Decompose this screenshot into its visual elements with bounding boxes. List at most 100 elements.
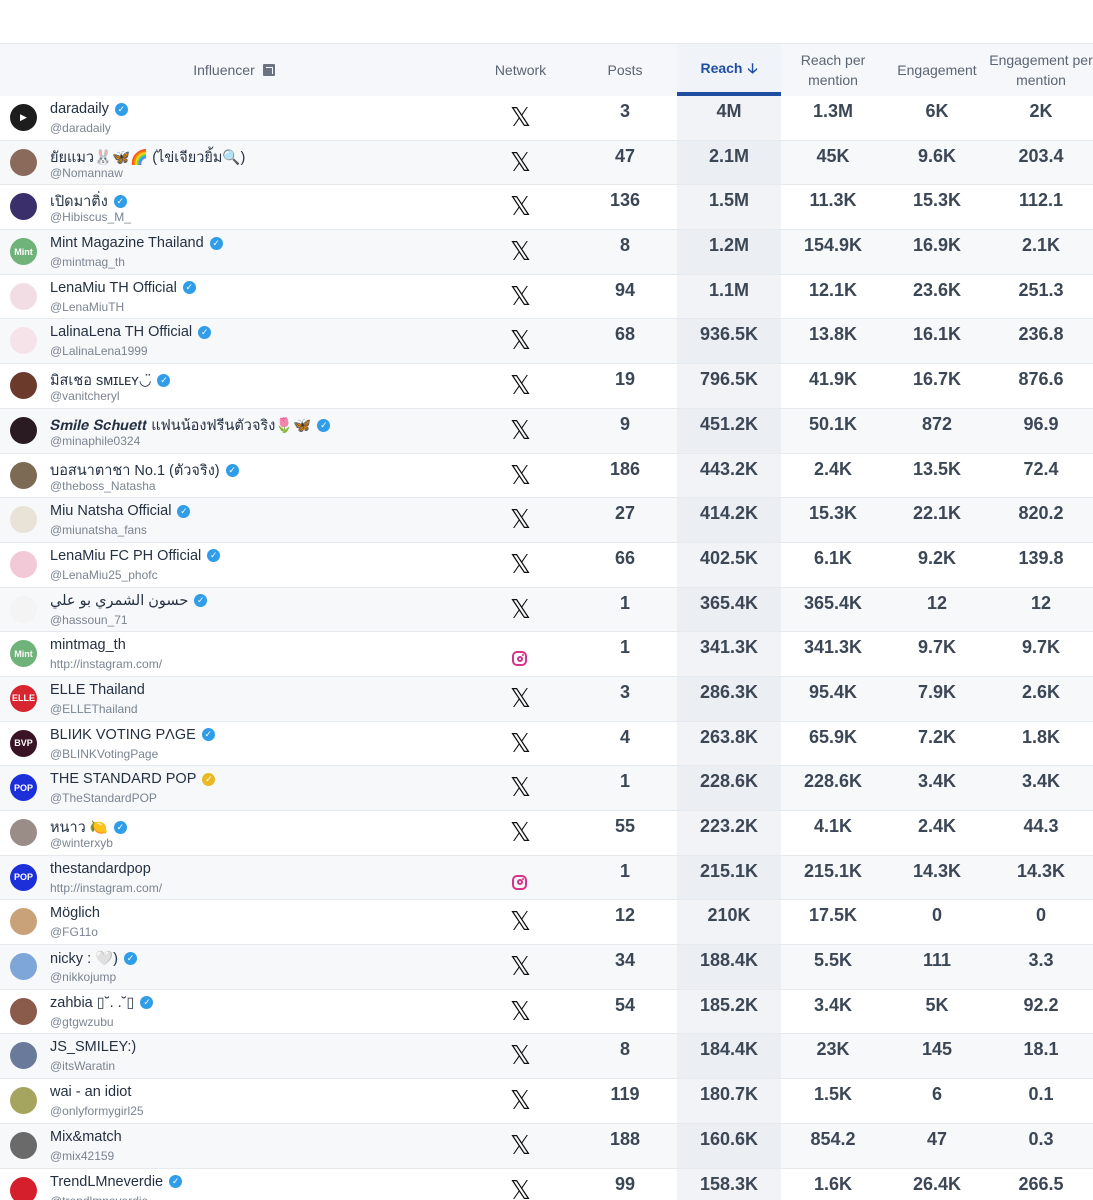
col-reach-per-mention[interactable]: Reach per mention [781,44,885,96]
table-row[interactable]: حسون الشمري بو علي ✓ @hassoun_71 𝕏 1 365.4K 36… [0,587,1093,633]
influencer-handle[interactable]: @BLINKVotingPage [50,746,159,761]
avatar[interactable] [10,416,37,444]
influencer-handle[interactable]: @itsWaratin [50,1059,116,1074]
influencer-cell[interactable]: ELLE ELLE Thailand @ELLEThailand [0,677,468,721]
avatar[interactable] [10,997,37,1025]
influencer-cell[interactable]: JS_SMILEY:) @itsWaratin [0,1034,468,1078]
influencer-cell[interactable]: มิสเชอ sᴍɪʟᴇʏ◡̈ ✓ @vanitcheryl [0,364,468,408]
influencer-handle[interactable]: @LenaMiu25_phofc [50,567,158,582]
influencer-name[interactable]: 𝑺𝒎𝒊𝒍𝒆 𝑺𝒄𝒉𝒖𝒆𝒕𝒕 แฟนน้องฟรีนตัวจริง🌷🦋 ✓ [50,414,331,437]
table-row[interactable]: zahbia ▯˘. .˘▯ ✓ @gtgwzubu 𝕏 54 185.2K 3.4K 5K 9… [0,989,1093,1035]
influencer-handle[interactable]: @mintmag_th [50,255,125,270]
influencer-name[interactable]: ELLE Thailand [50,682,145,698]
influencer-cell[interactable]: zahbia ▯˘. .˘▯ ✓ @gtgwzubu [0,990,468,1034]
influencer-cell[interactable]: 𝑺𝒎𝒊𝒍𝒆 𝑺𝒄𝒉𝒖𝒆𝒕𝒕 แฟนน้องฟรีนตัวจริง🌷🦋 ✓ @mina… [0,409,468,453]
influencer-name[interactable]: มิสเชอ sᴍɪʟᴇʏ◡̈ ✓ [50,369,171,392]
avatar[interactable] [10,372,37,400]
influencer-handle[interactable]: @minaphile0324 [50,433,141,448]
influencer-name[interactable]: daradaily ✓ [50,101,128,117]
influencer-cell[interactable]: หนาว 🍋 ✓ @winterxyb [0,811,468,855]
influencer-handle[interactable]: http://instagram.com/ [50,657,163,672]
influencer-name[interactable]: zahbia ▯˘. .˘▯ ✓ [50,995,154,1011]
influencer-handle[interactable]: @vanitcheryl [50,389,120,404]
influencer-name[interactable]: Mint Magazine Thailand ✓ [50,235,223,251]
influencer-cell[interactable]: wai - an idiot @onlyformygirl25 [0,1079,468,1123]
table-row[interactable]: 𝑺𝒎𝒊𝒍𝒆 𝑺𝒄𝒉𝒖𝒆𝒕𝒕 แฟนน้องฟรีนตัวจริง🌷🦋 ✓ @mina… [0,408,1093,454]
table-row[interactable]: Miu Natsha Official ✓ @miunatsha_fans 𝕏 27 41… [0,498,1093,543]
influencer-handle[interactable]: @nikkojump [50,970,117,985]
table-row[interactable]: Möglich @FG11o 𝕏 12 210K 17.5K 0 0 [0,900,1093,946]
avatar[interactable]: ▶ [10,104,37,131]
influencer-handle[interactable]: @miunatsha_fans [50,523,147,538]
table-row[interactable]: Mix&match @mix42159 𝕏 188 160.6K 854.2 47 0.3 [0,1123,1093,1169]
col-posts[interactable]: Posts [573,44,677,96]
influencer-name[interactable]: Miu Natsha Official ✓ [50,503,191,519]
table-row[interactable]: TrendLMneverdie ✓ @trendlmneverdie 𝕏 99 158.3… [0,1168,1093,1200]
avatar[interactable]: Mint [10,238,37,266]
influencer-handle[interactable]: @LenaMiuTH [50,299,125,314]
influencer-cell[interactable]: nicky : 🤍) ✓ @nikkojump [0,945,468,989]
table-row[interactable]: ยัยแมว🐰🦋🌈 (ไข่เจียวยิ้ม🔍) @Nomannaw 𝕏 47 2.1… [0,140,1093,186]
influencer-handle[interactable]: @theboss_Natasha [50,478,156,493]
table-row[interactable]: Mint Mint Magazine Thailand ✓ @mintmag_th 𝕏 8… [0,230,1093,275]
influencer-name[interactable]: LenaMiu TH Official ✓ [50,280,196,296]
avatar[interactable] [10,506,37,534]
influencer-cell[interactable]: Miu Natsha Official ✓ @miunatsha_fans [0,498,468,542]
influencer-handle[interactable]: @daradaily [50,121,111,135]
influencer-cell[interactable]: Möglich @FG11o [0,900,468,944]
influencer-name[interactable]: Möglich [50,905,100,921]
influencer-cell[interactable]: เปิดมาติ่ง ✓ @Hibiscus_M_ [0,185,468,229]
avatar[interactable] [10,1042,37,1070]
influencer-handle[interactable]: @gtgwzubu [50,1014,114,1029]
avatar[interactable] [10,1176,37,1200]
avatar[interactable] [10,282,37,310]
influencer-name[interactable]: حسون الشمري بو علي ✓ [50,593,208,609]
table-row[interactable]: บอสนาตาชา No.1 (ตัวจริง) ✓ @theboss_Natash… [0,453,1093,499]
external-link-icon[interactable] [262,64,275,76]
influencer-cell[interactable]: POP THE STANDARD POP ✓ @TheStandardPOP [0,766,468,810]
influencer-cell[interactable]: POP thestandardpop http://instagram.com/ [0,856,468,900]
avatar[interactable] [10,193,37,221]
table-row[interactable]: LenaMiu FC PH Official ✓ @LenaMiu25_phofc 𝕏… [0,542,1093,588]
col-network[interactable]: Network [468,44,573,96]
table-row[interactable]: JS_SMILEY:) @itsWaratin 𝕏 8 184.4K 23K 145 18.1 [0,1034,1093,1080]
avatar[interactable] [10,1131,37,1159]
influencer-name[interactable]: wai - an idiot [50,1084,131,1100]
influencer-name[interactable]: thestandardpop [50,861,151,877]
avatar[interactable] [10,550,37,578]
influencer-cell[interactable]: Mix&match @mix42159 [0,1124,468,1168]
influencer-handle[interactable]: @trendlmneverdie [50,1194,148,1200]
influencer-name[interactable]: mintmag_th [50,637,126,653]
influencer-cell[interactable]: ▶ daradaily ✓ @daradaily [0,96,468,140]
influencer-handle[interactable]: @Hibiscus_M_ [50,210,131,225]
influencer-cell[interactable]: Mint Mint Magazine Thailand ✓ @mintmag_th [0,230,468,274]
avatar[interactable] [10,461,37,489]
influencer-handle[interactable]: @hassoun_71 [50,612,128,627]
influencer-name[interactable]: TrendLMneverdie ✓ [50,1174,183,1190]
influencer-cell[interactable]: LenaMiu TH Official ✓ @LenaMiuTH [0,275,468,319]
influencer-name[interactable]: หนาว 🍋 ✓ [50,816,127,839]
influencer-name[interactable]: ยัยแมว🐰🦋🌈 (ไข่เจียวยิ้ม🔍) [50,146,245,169]
influencer-handle[interactable]: @winterxyb [50,836,113,850]
avatar[interactable] [10,953,37,981]
table-row[interactable]: มิสเชอ sᴍɪʟᴇʏ◡̈ ✓ @vanitcheryl 𝕏 19 796.5K 41.… [0,364,1093,409]
avatar[interactable]: POP [10,774,37,802]
avatar[interactable]: POP [10,863,37,891]
influencer-cell[interactable]: حسون الشمري بو علي ✓ @hassoun_71 [0,588,468,632]
col-reach[interactable]: Reach 🡣 [677,44,781,96]
influencer-name[interactable]: Mix&match [50,1129,122,1145]
table-row[interactable]: LalinaLena TH Official ✓ @LalinaLena1999 𝕏 6… [0,319,1093,365]
table-row[interactable]: nicky : 🤍) ✓ @nikkojump 𝕏 34 188.4K 5.5K 111 3.3 [0,945,1093,990]
influencer-cell[interactable]: Mint mintmag_th http://instagram.com/ [0,632,468,676]
table-row[interactable]: Mint mintmag_th http://instagram.com/1 341.… [0,632,1093,677]
influencer-handle[interactable]: @LalinaLena1999 [50,344,148,359]
avatar[interactable] [10,1087,37,1115]
col-engagement[interactable]: Engagement [885,44,989,96]
table-row[interactable]: POP thestandardpop http://instagram.com/1 2… [0,855,1093,901]
influencer-handle[interactable]: @FG11o [50,925,98,940]
influencer-name[interactable]: THE STANDARD POP ✓ [50,771,216,787]
influencer-name[interactable]: JS_SMILEY:) [50,1039,136,1055]
influencer-name[interactable]: LenaMiu FC PH Official ✓ [50,548,221,564]
table-row[interactable]: ELLE ELLE Thailand @ELLEThailand 𝕏 3 286.3K 95… [0,676,1093,722]
avatar[interactable]: BVP [10,729,37,757]
